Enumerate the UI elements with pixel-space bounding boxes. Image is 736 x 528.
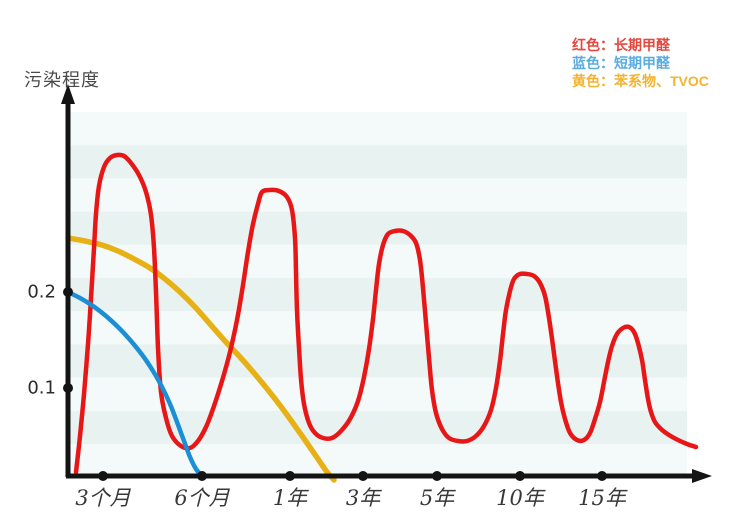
x-tick-dot	[197, 471, 207, 481]
x-tick-label-3个月: 3个月	[75, 486, 131, 510]
legend-item-short-term-formaldehyde: 蓝色：短期甲醛	[572, 55, 670, 71]
x-tick-dot	[515, 471, 525, 481]
yellow-curve	[65, 235, 337, 483]
x-tick-dot	[285, 471, 295, 481]
plot-stripe	[70, 444, 687, 474]
plot-stripe	[70, 145, 687, 179]
y-axis-arrow-icon	[61, 84, 75, 104]
x-tick-dot	[358, 471, 368, 481]
x-tick-dot	[597, 471, 607, 481]
x-tick-label-5年: 5年	[419, 486, 455, 510]
y-tick-label-0.1: 0.1	[27, 377, 56, 399]
red-curve	[73, 152, 699, 475]
y-tick-dot	[63, 287, 73, 297]
legend-item-long-term-formaldehyde: 红色：长期甲醛	[572, 37, 670, 53]
y-axis-title: 污染程度	[24, 70, 100, 90]
plot-stripe	[70, 311, 687, 345]
plot-stripe	[70, 211, 687, 245]
plot-stripe	[70, 112, 687, 146]
x-tick-label-15年: 15年	[578, 486, 626, 510]
y-tick-dot	[63, 383, 73, 393]
x-tick-label-3年: 3年	[345, 486, 381, 510]
x-tick-label-1年: 1年	[272, 486, 308, 510]
x-tick-label-6个月: 6个月	[174, 486, 230, 510]
x-tick-dot	[98, 471, 108, 481]
legend: 红色：长期甲醛 蓝色：短期甲醛 黄色：苯系物、TVOC	[572, 36, 709, 90]
plot-stripe	[70, 344, 687, 378]
y-tick-label-0.2: 0.2	[27, 281, 56, 303]
x-tick-dot	[432, 471, 442, 481]
legend-item-benzene-tvoc: 黄色：苯系物、TVOC	[572, 73, 709, 89]
blue-curve	[65, 289, 205, 479]
plot-stripe	[70, 178, 687, 212]
x-tick-label-10年: 10年	[496, 486, 544, 510]
x-axis-arrow-icon	[692, 469, 712, 483]
